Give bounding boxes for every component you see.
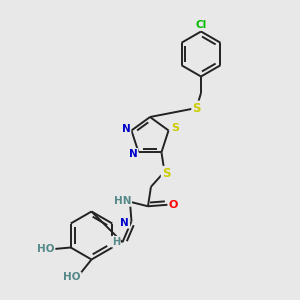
Text: N: N [122,124,130,134]
Text: HN: HN [114,196,131,206]
Text: N: N [129,149,137,159]
Text: S: S [192,101,201,115]
Text: HO: HO [63,272,81,283]
Text: H: H [112,237,120,247]
Text: S: S [162,167,170,180]
Text: HO: HO [37,244,55,254]
Text: Cl: Cl [195,20,207,30]
Text: S: S [171,123,179,133]
Text: O: O [169,200,178,210]
Text: N: N [121,218,129,228]
